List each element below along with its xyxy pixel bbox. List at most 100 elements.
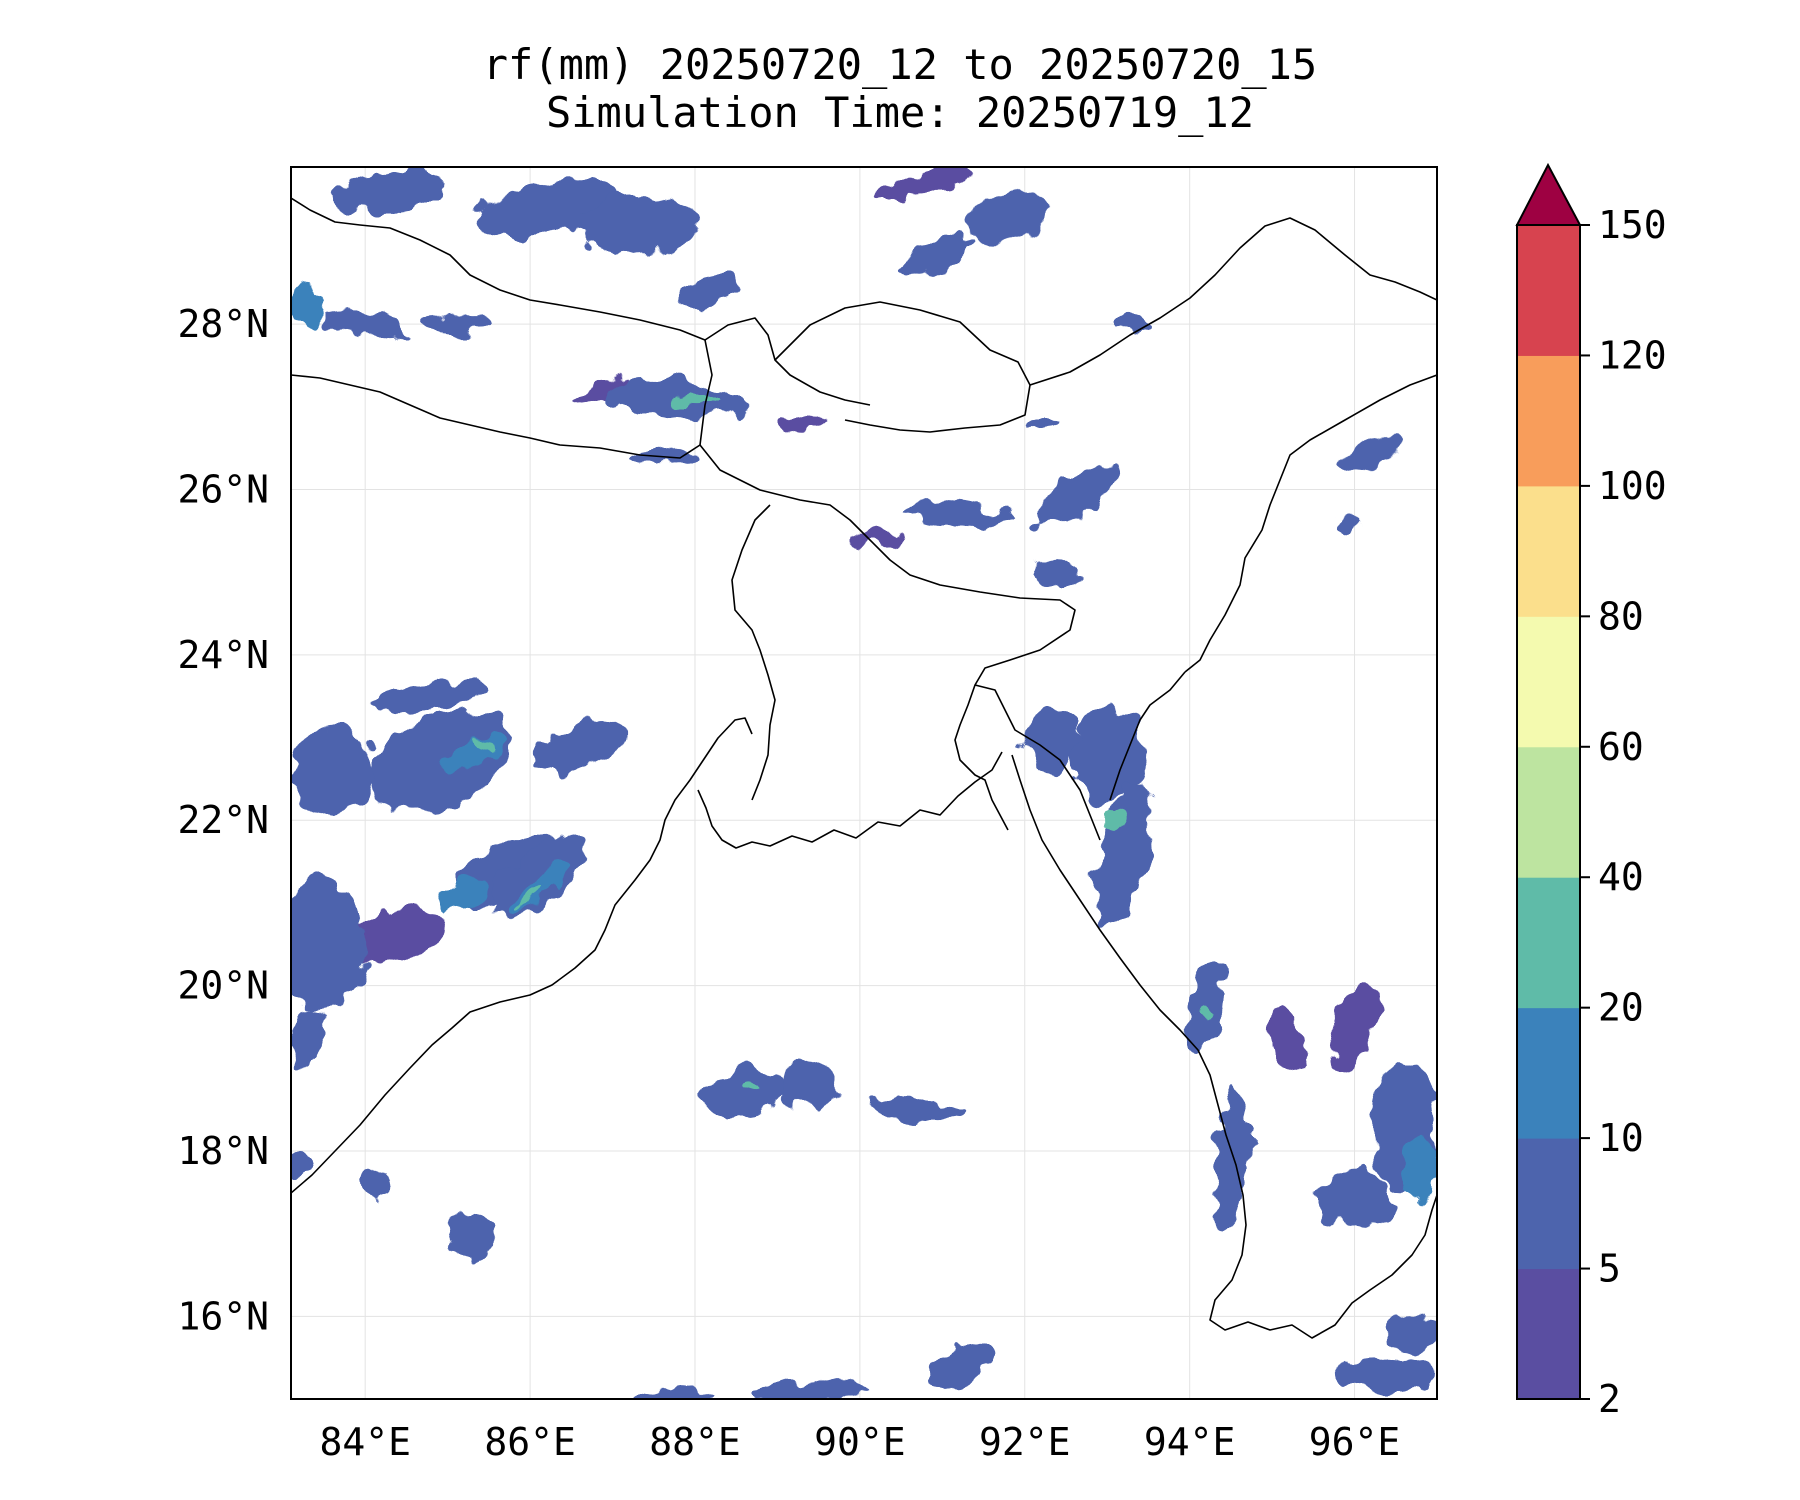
rain-cell [1024, 704, 1075, 771]
rain-cell [369, 710, 510, 815]
colorbar-segment [1517, 746, 1580, 878]
colorbar-segment [1517, 1268, 1580, 1400]
lat-tick-label: 18°N [177, 1129, 269, 1173]
colorbar-tick-label: 5 [1598, 1247, 1621, 1291]
india-east-coastline [291, 717, 753, 1194]
rain-cell [291, 1150, 310, 1185]
lat-tick-label: 22°N [177, 798, 269, 842]
bhutan-outline [774, 301, 1031, 433]
colorbar: 2 5 10 20 40 60 80 100 120 150 [1515, 162, 1667, 1421]
lat-tick-label: 26°N [177, 467, 269, 511]
rain-cell [968, 189, 1048, 244]
colorbar-tick-label: 10 [1598, 1116, 1644, 1160]
colorbar-segment [1517, 225, 1580, 356]
colorbar-tick-label: 120 [1598, 333, 1667, 377]
colorbar-segment [1517, 877, 1580, 1009]
lon-tick-label: 90°E [814, 1420, 906, 1464]
arunachal-border [1029, 217, 1437, 386]
colorbar-tick-label: 80 [1598, 594, 1644, 638]
rain-cell [1269, 1011, 1308, 1076]
lat-tick-label: 28°N [177, 302, 269, 346]
assam-myanmar-border [1184, 374, 1437, 673]
colorbar-tick-label: 150 [1598, 203, 1667, 247]
map-subtitle: Simulation Time: 20250719_12 [545, 88, 1254, 137]
rain-cell [1404, 1134, 1437, 1201]
rain-cell [1093, 781, 1155, 926]
lat-tick-label: 24°N [177, 633, 269, 677]
lat-tick-label: 16°N [177, 1294, 269, 1338]
rain-cell [1328, 979, 1381, 1075]
lon-tick-label: 86°E [484, 1420, 576, 1464]
rain-cell [1333, 514, 1359, 531]
bangladesh-west-border [731, 504, 776, 801]
rain-cell [532, 720, 627, 772]
rain-cell [1024, 415, 1058, 432]
rain-cell [877, 167, 974, 200]
rain-cell [1033, 559, 1083, 585]
rain-cell [678, 275, 745, 307]
rain-cell [752, 1379, 868, 1399]
lon-tick-label: 96°E [1309, 1420, 1401, 1464]
nepal-china-border [291, 197, 706, 341]
india-nepal-border [291, 374, 701, 459]
colorbar-segment [1517, 1138, 1580, 1270]
mizoram-tripura-border [974, 684, 1101, 841]
rain-cell [703, 1067, 786, 1119]
colorbar-segment [1517, 355, 1580, 487]
rain-cell [742, 1079, 763, 1090]
longitude-axis: 84°E 86°E 88°E 90°E 92°E 94°E 96°E [319, 1420, 1400, 1464]
rain-cell [438, 876, 490, 913]
colorbar-segment [1517, 485, 1580, 617]
rain-cell [1214, 1085, 1248, 1234]
rain-cell [1339, 440, 1403, 473]
rain-cell [896, 235, 972, 280]
rain-cell [349, 908, 447, 964]
rain-cell [515, 882, 545, 908]
myanmar-coastline [1011, 754, 1437, 1339]
rain-cell [927, 1346, 991, 1386]
rain-cell [1387, 1312, 1437, 1354]
rain-cell [868, 1098, 967, 1122]
colorbar-tick-label: 100 [1598, 464, 1667, 508]
rain-cell [1115, 315, 1149, 333]
rain-cell [629, 1386, 712, 1399]
colorbar-extend-triangle [1515, 162, 1582, 226]
colorbar-tick-label: 40 [1598, 855, 1644, 899]
rain-cell [291, 729, 374, 812]
bangladesh-border [699, 444, 1076, 831]
colorbar-tick-label: 2 [1598, 1377, 1621, 1421]
rain-cell [374, 679, 489, 713]
rain-cell [332, 170, 448, 214]
rain-cell [324, 309, 406, 339]
lon-tick-label: 94°E [1144, 1420, 1236, 1464]
latitude-axis: 16°N 18°N 20°N 22°N 24°N 26°N 28°N [177, 302, 269, 1338]
rain-cell [674, 391, 716, 406]
sikkim-bhutan-border [699, 317, 871, 446]
rain-cell [1199, 1005, 1213, 1016]
plot-frame [290, 166, 1438, 1400]
colorbar-segment [1517, 1007, 1580, 1139]
colorbar-frame [1516, 224, 1581, 1400]
coastline-borders [291, 197, 1437, 1339]
rain-cell [1105, 813, 1126, 827]
rain-cell [901, 503, 1017, 526]
rain-cell [782, 1058, 839, 1111]
colorbar-tick-label: 20 [1598, 986, 1644, 1030]
map-title: rf(mm) 20250720_12 to 20250720_15 [482, 40, 1318, 89]
rain-cell [1338, 1359, 1437, 1390]
rain-cell [447, 1208, 498, 1259]
rain-cell [1069, 704, 1145, 804]
lat-tick-label: 20°N [177, 964, 269, 1008]
rain-cell [468, 740, 493, 752]
sundarbans-coast [697, 751, 1003, 849]
lon-tick-label: 92°E [979, 1420, 1071, 1464]
rain-cell [291, 286, 324, 329]
lon-tick-label: 84°E [319, 1420, 411, 1464]
rain-cell [1032, 466, 1116, 530]
rain-cell [847, 530, 906, 548]
lon-tick-label: 88°E [649, 1420, 741, 1464]
rain-cell [1317, 1171, 1392, 1230]
rain-cell [1186, 957, 1226, 1048]
